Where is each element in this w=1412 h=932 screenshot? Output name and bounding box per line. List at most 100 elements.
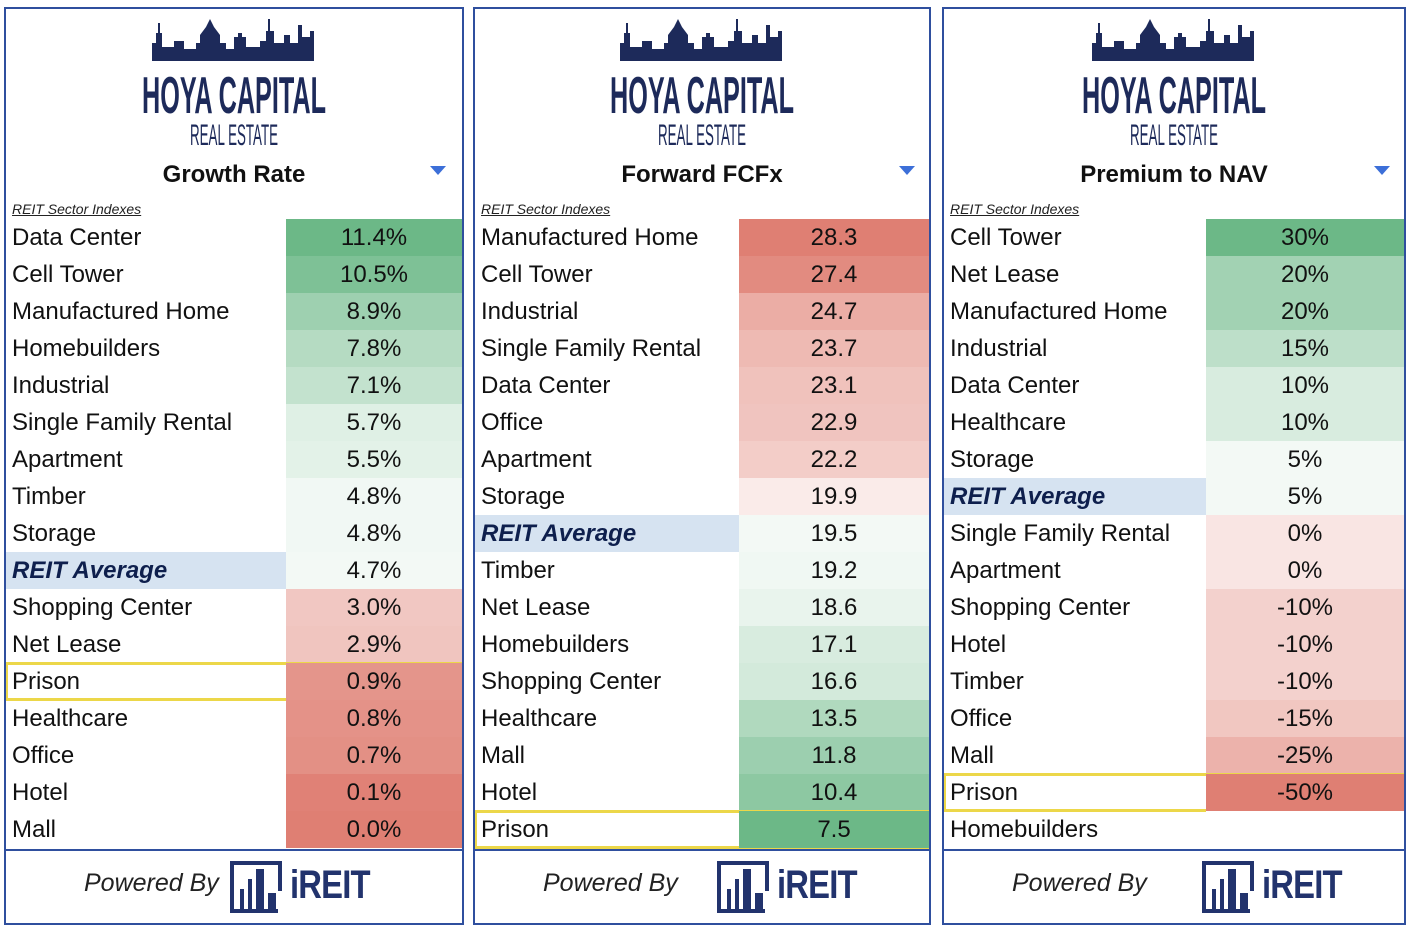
table-row: Single Family Rental 23.7 [475, 330, 929, 367]
sector-label: Data Center [12, 224, 142, 251]
table-row: Hotel 0.1% [6, 774, 462, 811]
growth-rate-panel: HOYA CAPITAL REAL ESTATE Growth Rate REIT S… [4, 7, 464, 925]
sector-value: 7.5 [739, 811, 929, 848]
sector-value: 20% [1206, 293, 1404, 330]
sector-label: Office [950, 705, 1013, 732]
sector-value: 2.9% [286, 626, 462, 663]
sector-value: -10% [1206, 589, 1404, 626]
table-row: Mall 11.8 [475, 737, 929, 774]
logo-main-text: HOYA CAPITAL [1082, 67, 1266, 125]
sector-value: 4.7% [286, 552, 462, 589]
sector-label: Prison [12, 668, 81, 695]
table-row: Apartment 0% [944, 552, 1404, 589]
sector-value: 11.4% [286, 219, 462, 256]
sector-label: Healthcare [481, 705, 598, 732]
reit-average-row: REIT Average 5% [944, 478, 1404, 515]
sector-label: Single Family Rental [12, 409, 233, 436]
sector-label: Shopping Center [12, 594, 193, 621]
sector-label: Cell Tower [481, 261, 593, 288]
sector-value: 23.7 [739, 330, 929, 367]
sector-label: Net Lease [481, 594, 591, 621]
sector-label: Manufactured Home [481, 224, 699, 251]
table-row: Mall 0.0% [6, 811, 462, 848]
sector-label: Single Family Rental [950, 520, 1171, 547]
table-row: Healthcare 13.5 [475, 700, 929, 737]
table-row: Healthcare 0.8% [6, 700, 462, 737]
sector-label: Data Center [950, 372, 1080, 399]
table-row: Net Lease 18.6 [475, 589, 929, 626]
sector-value: -25% [1206, 737, 1404, 774]
table-row: Timber 4.8% [6, 478, 462, 515]
sector-label: Data Center [481, 372, 611, 399]
sector-value: 0.7% [286, 737, 462, 774]
sector-value: 5.7% [286, 404, 462, 441]
table-row: Industrial 7.1% [6, 367, 462, 404]
sector-label: Single Family Rental [481, 335, 702, 362]
sector-label: Prison [481, 816, 550, 843]
sector-value: 19.5 [739, 515, 929, 552]
powered-by-footer: Powered By iREIT [475, 849, 929, 923]
powered-by-footer: Powered By iREIT [6, 849, 462, 923]
sector-value: 28.3 [739, 219, 929, 256]
table-row: Net Lease 20% [944, 256, 1404, 293]
logo-sub-text: REAL ESTATE [1130, 119, 1218, 152]
sector-label: Mall [950, 742, 995, 769]
sector-value: 17.1 [739, 626, 929, 663]
table-row: Apartment 5.5% [6, 441, 462, 478]
sector-table: Manufactured Home 28.3 Cell Tower 27.4 Indus… [475, 219, 929, 849]
table-row: Mall -25% [944, 737, 1404, 774]
sector-label: Shopping Center [481, 668, 662, 695]
metric-title: Premium to NAV [1080, 161, 1268, 188]
sector-label: REIT Average [6, 552, 292, 589]
table-row: Hotel -10% [944, 626, 1404, 663]
table-row: Data Center 23.1 [475, 367, 929, 404]
sector-label: REIT Average [944, 478, 1212, 515]
sector-value: -15% [1206, 700, 1404, 737]
table-row: Manufactured Home 8.9% [6, 293, 462, 330]
sector-value: 24.7 [739, 293, 929, 330]
table-row: Prison -50% [944, 773, 1404, 812]
table-row: Healthcare 10% [944, 404, 1404, 441]
sector-label: Apartment [12, 446, 123, 473]
sector-label: Net Lease [950, 261, 1060, 288]
sector-label: Industrial [950, 335, 1048, 362]
logo-main-text: HOYA CAPITAL [610, 67, 794, 125]
table-row: Net Lease 2.9% [6, 626, 462, 663]
sector-label: Prison [950, 779, 1019, 806]
table-row: Homebuilders 17.1 [475, 626, 929, 663]
sector-value: 23.1 [739, 367, 929, 404]
dropdown-arrow-icon[interactable] [899, 166, 915, 175]
sector-label: Hotel [950, 631, 1007, 658]
sector-label: Shopping Center [950, 594, 1131, 621]
ireit-building-icon [1202, 861, 1254, 913]
sector-label: Healthcare [950, 409, 1067, 436]
table-row: Office -15% [944, 700, 1404, 737]
sector-value: 10% [1206, 404, 1404, 441]
sector-value: 20% [1206, 256, 1404, 293]
table-row: Shopping Center 3.0% [6, 589, 462, 626]
sector-value: 5% [1206, 441, 1404, 478]
table-row: Cell Tower 27.4 [475, 256, 929, 293]
sector-label: Storage [950, 446, 1035, 473]
sector-label: Homebuilders [950, 816, 1099, 843]
sector-value: 5% [1206, 478, 1404, 515]
table-row: Data Center 11.4% [6, 219, 462, 256]
table-row: Shopping Center 16.6 [475, 663, 929, 700]
sector-value: 13.5 [739, 700, 929, 737]
forward-fcfx-panel: HOYA CAPITAL REAL ESTATE Forward FCFx REIT … [473, 7, 931, 925]
dropdown-arrow-icon[interactable] [1374, 166, 1390, 175]
sector-value: 7.1% [286, 367, 462, 404]
sector-label: Homebuilders [481, 631, 630, 658]
powered-by-footer: Powered By iREIT [944, 849, 1404, 923]
sector-value: 4.8% [286, 515, 462, 552]
table-row: Prison 0.9% [6, 662, 462, 701]
sector-label: Cell Tower [12, 261, 124, 288]
sector-label: REIT Average [475, 515, 745, 552]
sector-label: Mall [481, 742, 526, 769]
metric-title: Forward FCFx [621, 161, 783, 188]
sector-label: Manufactured Home [12, 298, 230, 325]
dropdown-arrow-icon[interactable] [430, 166, 446, 175]
sector-value: -50% [1206, 774, 1404, 811]
sector-value: -10% [1206, 663, 1404, 700]
